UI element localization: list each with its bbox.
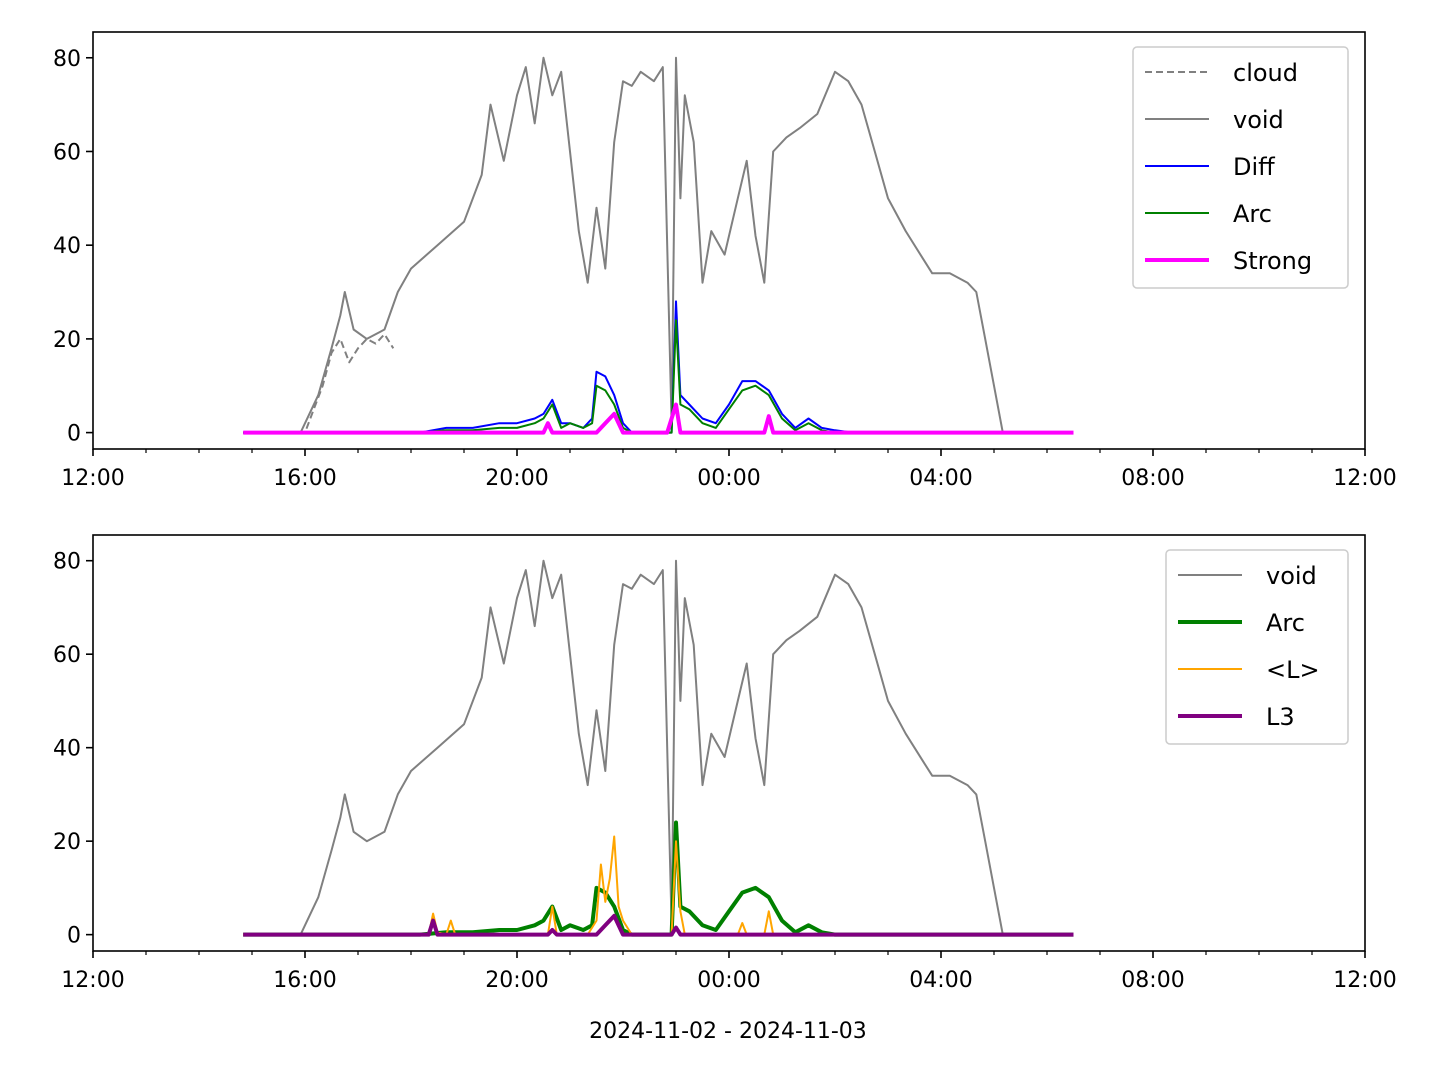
x-tick-label: 12:00 [1333,968,1396,993]
y-tick-label: 40 [53,234,81,259]
y-tick-label: 80 [53,550,81,575]
x-tick-label: 08:00 [1121,968,1184,993]
legend-label: void [1266,562,1317,590]
x-tick-label: 20:00 [485,466,548,491]
y-tick-label: 0 [67,422,81,447]
legend: void Arc <L> L3 [1165,549,1349,745]
x-tick-label: 00:00 [697,466,760,491]
legend-label: Arc [1266,609,1305,637]
legend-label: Strong [1233,247,1312,275]
legend: cloud void Diff Arc Strong [1132,46,1349,289]
y-tick-label: 60 [53,643,81,668]
y-tick-label: 40 [53,737,81,762]
series-line-void [243,559,1004,936]
y-tick-label: 0 [67,924,81,949]
legend-label: <L> [1266,656,1320,684]
y-tick-label: 60 [53,140,81,165]
series-line-strong [243,402,1074,435]
x-tick-label: 12:00 [1333,466,1396,491]
panel-2: 0 20 40 60 80 12:00 16:00 20:00 00:00 04:00 08:00 1… [53,534,1397,993]
legend-label: L3 [1266,703,1295,731]
x-tick-label: 16:00 [273,968,336,993]
y-tick-label: 20 [53,328,81,353]
panel-1: 0 20 40 60 80 12:00 16:00 20:00 00:00 04:00 08:00 1… [53,31,1397,491]
x-tick-label: 04:00 [909,968,972,993]
legend-label: Arc [1233,200,1272,228]
x-tick-label: 08:00 [1121,466,1184,491]
series-line-l3 [243,913,1074,937]
x-tick-label: 12:00 [61,968,124,993]
legend-box [1165,549,1349,745]
x-tick-label: 00:00 [697,968,760,993]
series-line-l [243,835,1074,936]
x-tick-label: 04:00 [909,466,972,491]
legend-box [1132,46,1349,289]
panels: 0 20 40 60 80 12:00 16:00 20:00 00:00 04:00 08:00 1… [53,31,1397,993]
series-group [243,56,1074,435]
x-tick-label: 12:00 [61,466,124,491]
x-tick-label: 20:00 [485,968,548,993]
y-tick-label: 80 [53,47,81,72]
x-axis-label: 2024-11-02 - 2024-11-03 [589,1019,867,1044]
series-line-cloud [243,333,395,434]
x-tick-label: 16:00 [273,466,336,491]
series-line-void [243,56,1004,434]
y-tick-label: 20 [53,830,81,855]
series-group [243,559,1074,937]
legend-label: void [1233,106,1284,134]
legend-label: cloud [1233,59,1298,87]
legend-label: Diff [1233,153,1275,181]
